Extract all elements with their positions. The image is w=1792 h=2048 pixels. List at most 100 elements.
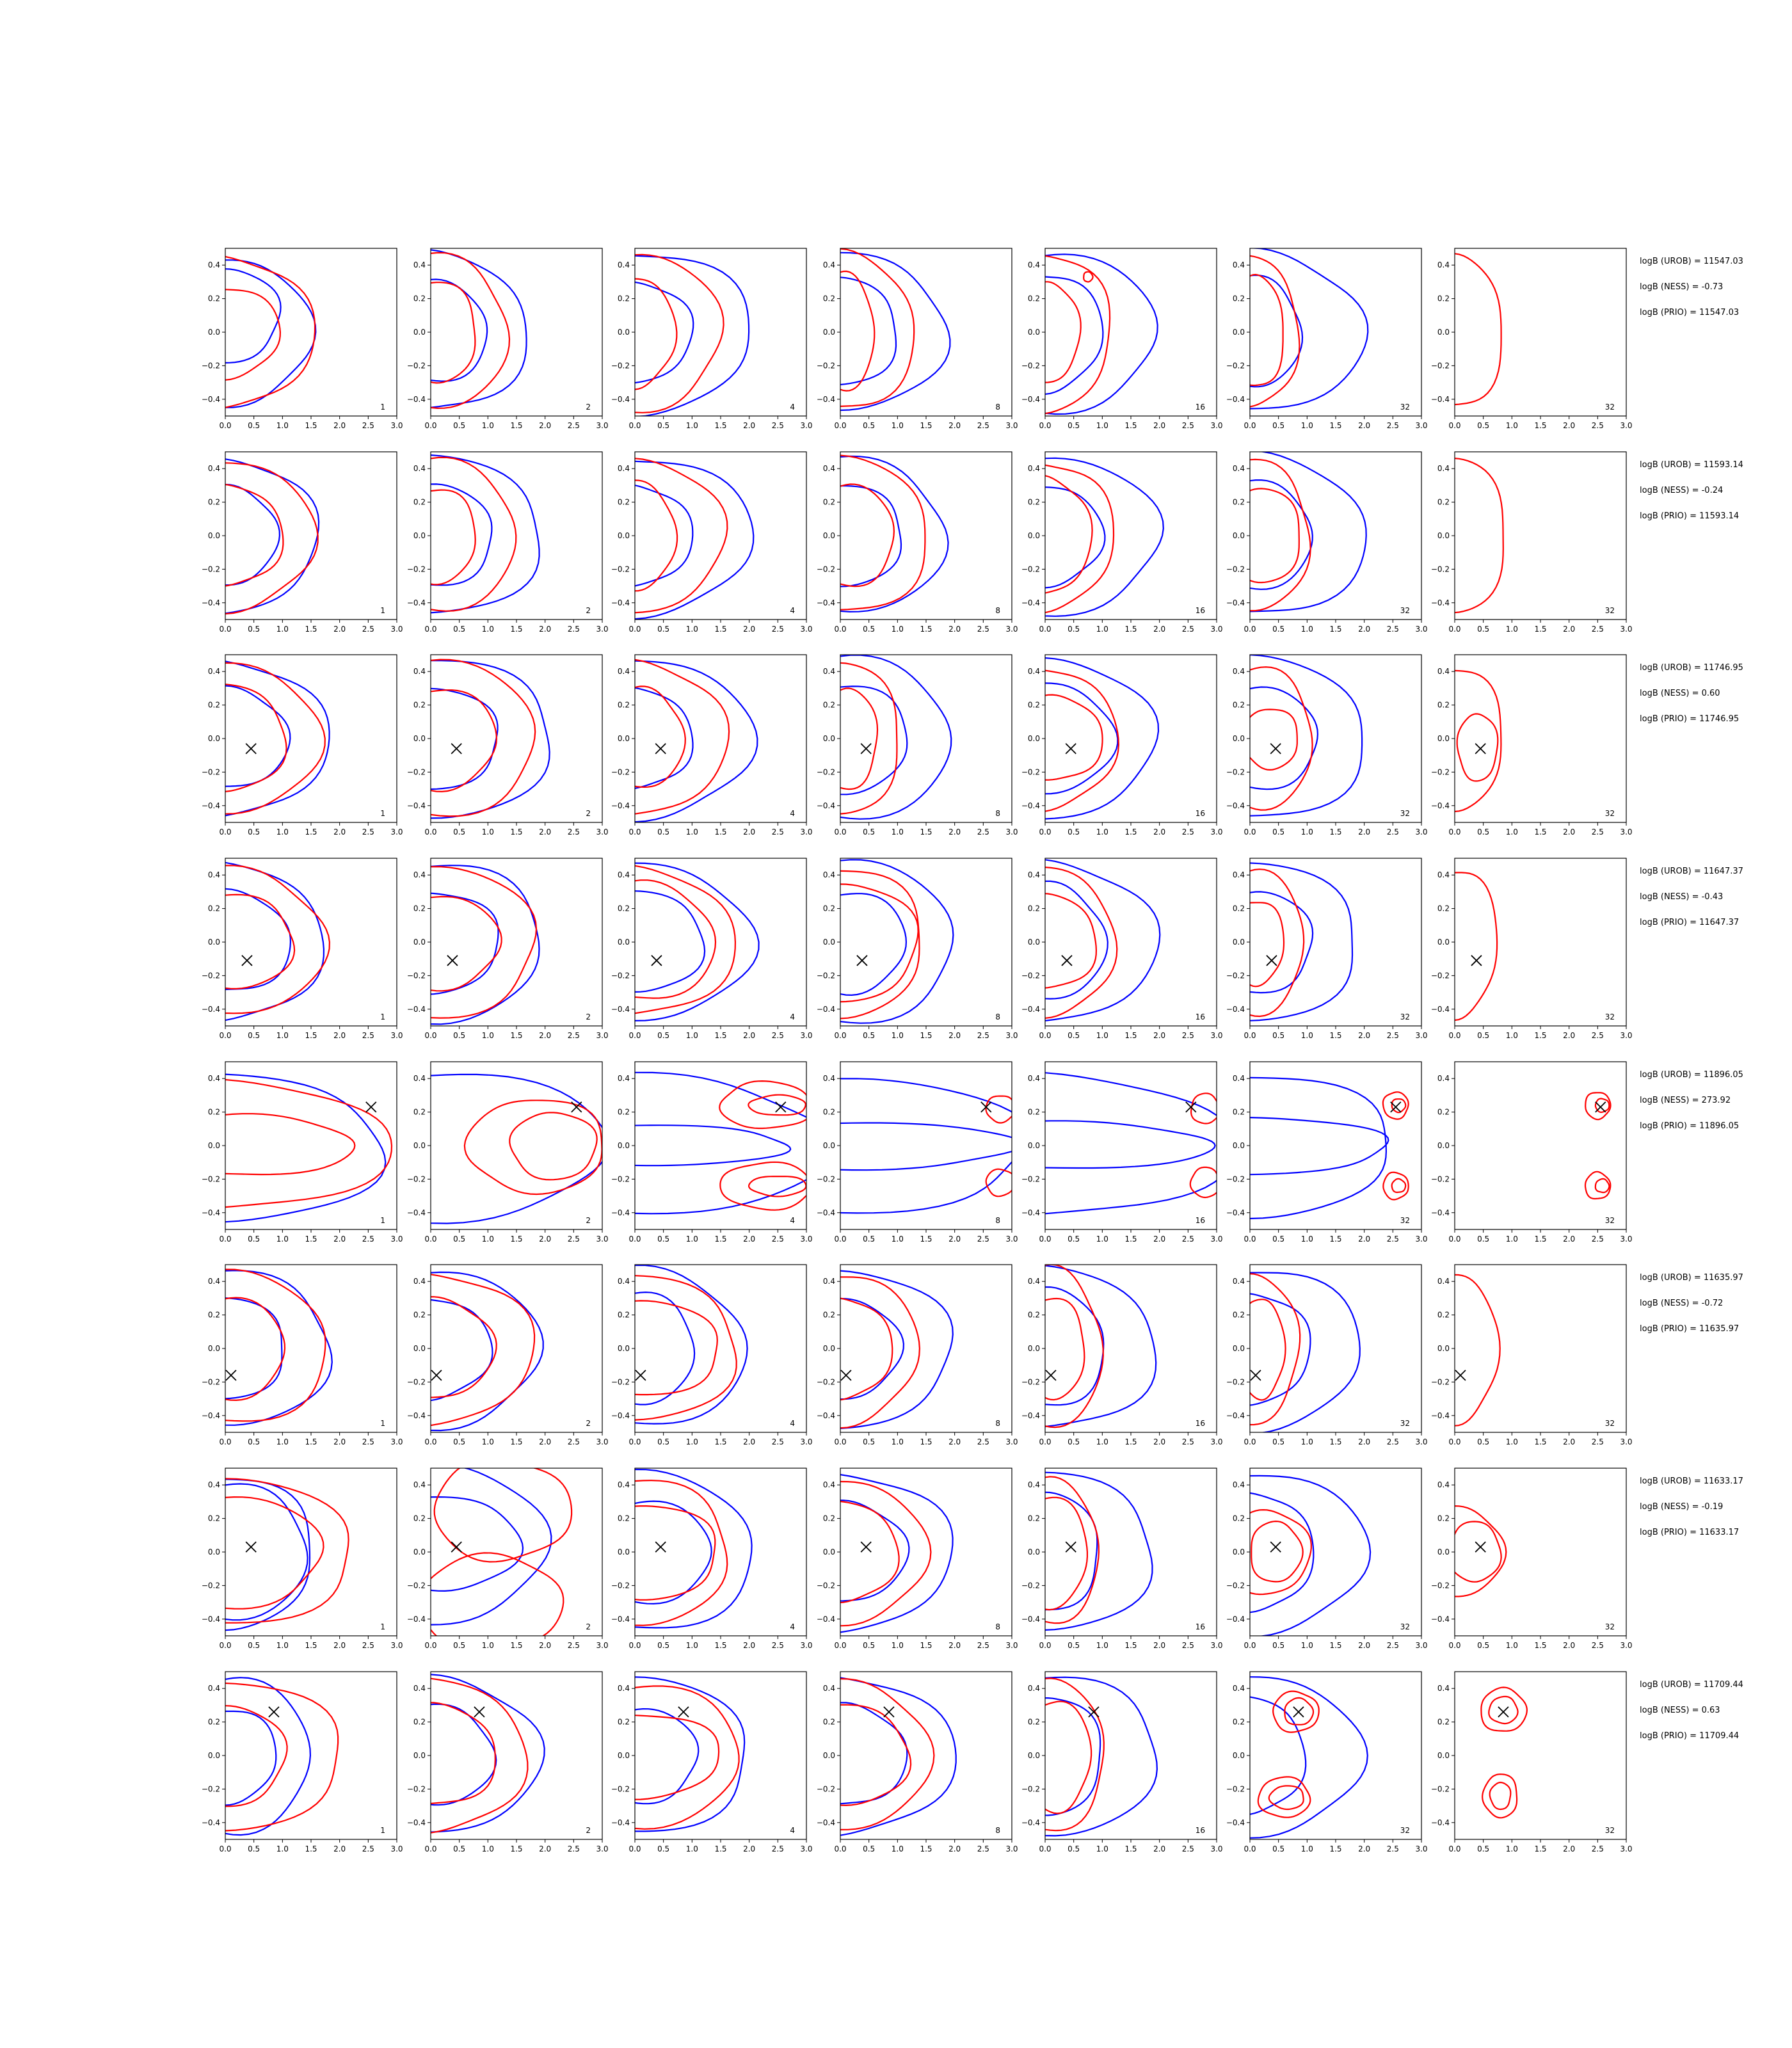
x-tick-label: 1.0 bbox=[1096, 1437, 1108, 1446]
x-tick-label: 1.5 bbox=[1329, 1031, 1341, 1040]
blue-contour bbox=[1250, 1676, 1368, 1839]
x-tick-label: 1.0 bbox=[686, 625, 698, 634]
x-tick-label: 1.0 bbox=[892, 1641, 904, 1650]
x-tick-label: 2.5 bbox=[772, 1031, 784, 1040]
y-tick-label: −0.4 bbox=[407, 1615, 426, 1624]
y-tick-label: −0.2 bbox=[1226, 564, 1245, 573]
y-tick-label: −0.2 bbox=[611, 1174, 630, 1183]
y-tick-label: 0.4 bbox=[1437, 1277, 1450, 1286]
x-tick-label: 1.5 bbox=[305, 625, 317, 634]
x-tick-label: 3.0 bbox=[1210, 1031, 1222, 1040]
y-tick-label: 0.0 bbox=[1028, 1751, 1040, 1760]
x-tick-label: 2.5 bbox=[977, 1235, 989, 1244]
red-contour bbox=[1257, 1776, 1311, 1818]
y-tick-label: 0.4 bbox=[823, 1480, 835, 1489]
x-tick-label: 0.5 bbox=[1477, 625, 1489, 634]
true-value-marker bbox=[451, 1541, 462, 1553]
x-tick-label: 1.0 bbox=[482, 625, 494, 634]
x-tick-label: 0.5 bbox=[453, 1844, 465, 1853]
y-tick-label: 0.0 bbox=[1028, 1344, 1040, 1353]
x-tick-label: 3.0 bbox=[1005, 1235, 1018, 1244]
true-value-marker bbox=[1471, 955, 1482, 966]
x-tick-label: 2.5 bbox=[362, 625, 374, 634]
x-tick-label: 1.5 bbox=[305, 1437, 317, 1446]
panel-frame bbox=[430, 1061, 603, 1230]
x-tick-label: 2.0 bbox=[743, 1031, 755, 1040]
blue-contour bbox=[431, 1496, 524, 1592]
x-tick-label: 2.5 bbox=[1182, 625, 1194, 634]
red-contour bbox=[840, 1297, 893, 1401]
panel-r2-c2: 0.0 0.5 1.0 1.5 2.0 2.5 3.0 0.4 0.2 0.0 −0.2 −0.4 2 bbox=[407, 451, 609, 634]
y-tick-label: 0.2 bbox=[1437, 1108, 1450, 1117]
x-tick-label: 2.0 bbox=[1153, 828, 1165, 836]
panel-corner-label: 16 bbox=[1196, 1622, 1205, 1631]
x-tick-label: 0.0 bbox=[1448, 625, 1460, 634]
x-tick-label: 0.0 bbox=[1039, 625, 1051, 634]
y-tick-label: −0.2 bbox=[202, 767, 220, 776]
blue-contour bbox=[840, 893, 908, 996]
y-tick-label: 0.2 bbox=[1028, 1108, 1040, 1117]
y-tick-label: 0.0 bbox=[413, 531, 426, 540]
red-contour bbox=[1250, 868, 1305, 1018]
x-tick-label: 1.5 bbox=[510, 1844, 522, 1853]
x-tick-label: 1.0 bbox=[482, 1844, 494, 1853]
blue-contour bbox=[1250, 655, 1363, 817]
x-tick-label: 1.5 bbox=[1124, 1437, 1137, 1446]
true-value-marker bbox=[1455, 1370, 1466, 1381]
red-contour bbox=[431, 1274, 536, 1427]
x-tick-label: 2.0 bbox=[1153, 1235, 1165, 1244]
panel-frame bbox=[430, 248, 603, 417]
blue-contour bbox=[840, 1677, 957, 1836]
panel-r3-c1: 0.0 0.5 1.0 1.5 2.0 2.5 3.0 0.4 0.2 0.0 −0.2 −0.4 1 bbox=[202, 654, 403, 836]
x-tick-label: 3.0 bbox=[1210, 1844, 1222, 1853]
x-tick-label: 0.0 bbox=[834, 1844, 846, 1853]
x-tick-label: 2.5 bbox=[1387, 1437, 1399, 1446]
x-tick-label: 1.5 bbox=[510, 1641, 522, 1650]
panel-contours bbox=[1584, 1092, 1612, 1200]
y-tick-label: 0.4 bbox=[1233, 870, 1245, 879]
panel-frame bbox=[225, 654, 397, 823]
blue-contour bbox=[1045, 486, 1106, 589]
y-tick-label: 0.2 bbox=[1233, 1718, 1245, 1727]
x-tick-label: 3.0 bbox=[390, 1031, 403, 1040]
red-contour bbox=[635, 879, 717, 999]
y-tick-label: −0.2 bbox=[1021, 1784, 1040, 1793]
y-tick-label: −0.4 bbox=[407, 1411, 426, 1420]
blue-contour bbox=[840, 276, 897, 386]
y-tick-label: −0.4 bbox=[407, 1818, 426, 1827]
y-tick-label: −0.2 bbox=[202, 1174, 220, 1183]
x-tick-label: 2.0 bbox=[948, 421, 961, 430]
y-tick-label: 0.4 bbox=[1437, 870, 1450, 879]
y-tick-label: 0.2 bbox=[1437, 294, 1450, 303]
x-tick-label: 2.5 bbox=[1592, 625, 1604, 634]
y-tick-label: −0.4 bbox=[611, 395, 630, 404]
red-contour bbox=[840, 483, 895, 588]
panel-corner-label: 1 bbox=[380, 809, 385, 818]
x-tick-label: 3.0 bbox=[1005, 1437, 1018, 1446]
x-tick-label: 2.5 bbox=[568, 1235, 580, 1244]
blue-contour bbox=[431, 249, 527, 408]
panel-r6-c3: 0.0 0.5 1.0 1.5 2.0 2.5 3.0 0.4 0.2 0.0 −0.2 −0.4 4 bbox=[611, 1264, 813, 1446]
x-tick-label: 1.0 bbox=[892, 1844, 904, 1853]
y-tick-label: 0.0 bbox=[1437, 328, 1450, 337]
x-tick-label: 0.0 bbox=[1039, 1437, 1051, 1446]
y-tick-label: 0.0 bbox=[823, 938, 835, 947]
y-tick-label: 0.2 bbox=[823, 498, 835, 507]
x-tick-label: 3.0 bbox=[1415, 1641, 1427, 1650]
y-tick-label: 0.2 bbox=[1028, 701, 1040, 710]
y-tick-label: 0.2 bbox=[413, 1514, 426, 1523]
blue-contour bbox=[1250, 1293, 1311, 1406]
panel-contours bbox=[1250, 1272, 1361, 1432]
x-tick-label: 3.0 bbox=[596, 1641, 608, 1650]
y-tick-label: −0.4 bbox=[611, 1615, 630, 1624]
y-tick-label: −0.4 bbox=[407, 1208, 426, 1217]
panel-corner-label: 8 bbox=[995, 1216, 1000, 1225]
panel-r8-c2: 0.0 0.5 1.0 1.5 2.0 2.5 3.0 0.4 0.2 0.0 −0.2 −0.4 2 bbox=[407, 1671, 609, 1853]
panel-r8-c4: 0.0 0.5 1.0 1.5 2.0 2.5 3.0 0.4 0.2 0.0 −0.2 −0.4 8 bbox=[817, 1671, 1018, 1853]
y-tick-label: −0.2 bbox=[1226, 767, 1245, 776]
blue-contour bbox=[225, 1483, 308, 1621]
true-value-marker bbox=[980, 1101, 992, 1113]
panel-r7-c2: 0.0 0.5 1.0 1.5 2.0 2.5 3.0 0.4 0.2 0.0 −0.2 −0.4 2 bbox=[407, 1468, 609, 1650]
y-tick-label: 0.2 bbox=[1437, 701, 1450, 710]
x-tick-label: 3.0 bbox=[1005, 1641, 1018, 1650]
